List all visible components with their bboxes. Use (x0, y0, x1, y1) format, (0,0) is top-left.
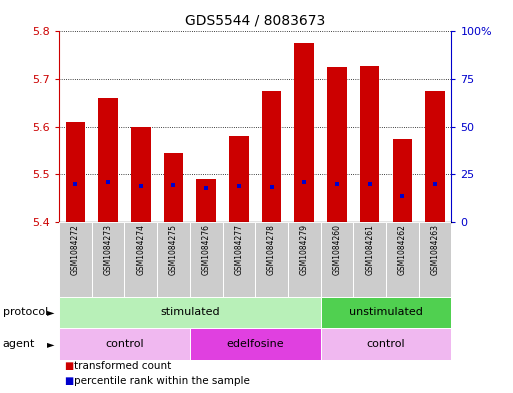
Text: stimulated: stimulated (160, 307, 220, 318)
Bar (419, 222, 451, 297)
Bar (92, 222, 125, 297)
Text: GSM1084272: GSM1084272 (71, 224, 80, 275)
Bar (294, 43, 314, 222)
Text: GSM1084276: GSM1084276 (202, 224, 211, 275)
Text: edelfosine: edelfosine (226, 339, 284, 349)
Text: control: control (367, 339, 405, 349)
Text: ■: ■ (64, 361, 73, 371)
Bar (59, 222, 92, 297)
Text: GSM1084262: GSM1084262 (398, 224, 407, 275)
Text: ►: ► (47, 339, 54, 349)
Text: GSM1084263: GSM1084263 (430, 224, 440, 275)
Bar (124, 222, 157, 297)
Bar (327, 67, 347, 222)
Text: GSM1084278: GSM1084278 (267, 224, 276, 275)
Text: percentile rank within the sample: percentile rank within the sample (74, 376, 250, 386)
Text: GSM1084273: GSM1084273 (104, 224, 112, 275)
Bar (190, 222, 223, 297)
Bar (321, 222, 353, 297)
Bar (262, 91, 281, 222)
Bar (66, 122, 85, 222)
Bar (196, 179, 216, 222)
Bar (353, 222, 386, 297)
Bar (386, 222, 419, 297)
Text: unstimulated: unstimulated (349, 307, 423, 318)
Bar (321, 297, 451, 328)
Text: control: control (105, 339, 144, 349)
Text: GSM1084261: GSM1084261 (365, 224, 374, 275)
Bar (164, 153, 183, 222)
Bar (288, 222, 321, 297)
Bar (392, 139, 412, 222)
Bar (190, 328, 321, 360)
Bar (425, 91, 445, 222)
Bar (229, 136, 249, 222)
Text: ■: ■ (64, 376, 73, 386)
Text: agent: agent (3, 339, 35, 349)
Text: protocol: protocol (3, 307, 48, 318)
Text: transformed count: transformed count (74, 361, 172, 371)
Bar (360, 66, 380, 222)
Bar (223, 222, 255, 297)
Bar (59, 328, 190, 360)
Text: ►: ► (47, 307, 54, 318)
Text: GSM1084275: GSM1084275 (169, 224, 178, 275)
Bar (255, 222, 288, 297)
Text: GSM1084277: GSM1084277 (234, 224, 243, 275)
Bar (59, 297, 321, 328)
Bar (131, 127, 150, 222)
Bar (98, 98, 118, 222)
Text: GSM1084274: GSM1084274 (136, 224, 145, 275)
Text: GSM1084260: GSM1084260 (332, 224, 342, 275)
Bar (321, 328, 451, 360)
Text: GDS5544 / 8083673: GDS5544 / 8083673 (185, 14, 325, 28)
Bar (157, 222, 190, 297)
Text: GSM1084279: GSM1084279 (300, 224, 309, 275)
